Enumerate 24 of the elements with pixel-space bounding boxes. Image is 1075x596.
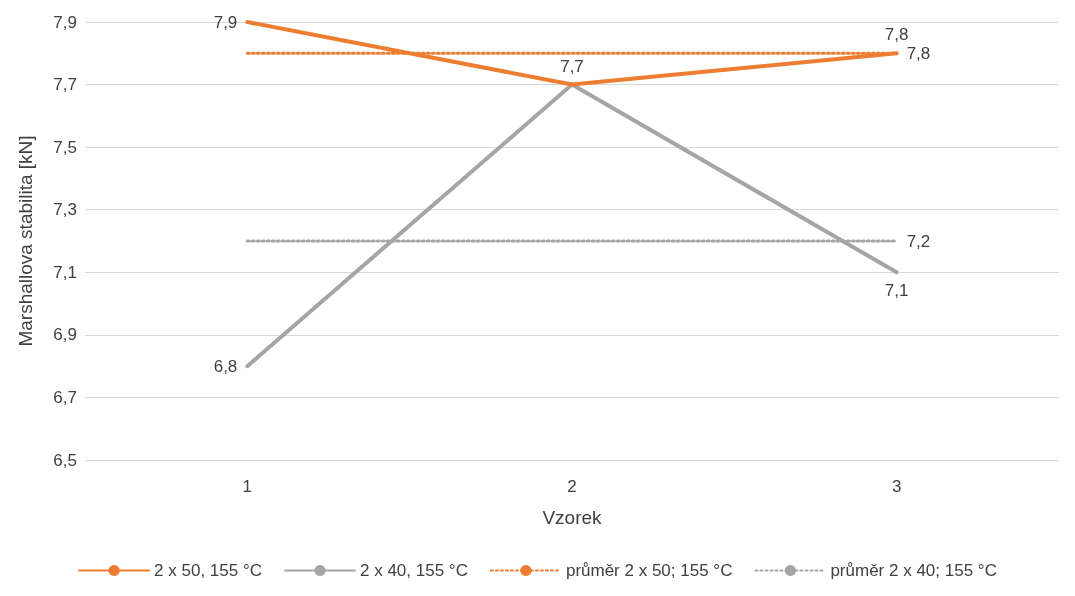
legend-label: průměr 2 x 50; 155 °C (565, 561, 733, 580)
y-axis-title: Marshallova stabilita [kN] (15, 135, 36, 347)
x-tick-label: 2 (567, 477, 577, 496)
y-tick-label: 6,5 (53, 450, 77, 470)
y-tick-label: 6,9 (53, 325, 77, 345)
x-axis-title: Vzorek (542, 507, 603, 528)
data-label: 7,8 (884, 25, 909, 45)
legend-label: 2 x 50, 155 °C (154, 561, 263, 580)
data-label: 6,8 (213, 356, 238, 376)
x-tick-label: 3 (891, 477, 902, 496)
data-label: 7,1 (884, 281, 909, 301)
y-tick-label: 7,5 (53, 137, 77, 157)
x-tick-label: 1 (242, 477, 253, 496)
y-tick-label: 6,7 (53, 387, 77, 407)
data-label: 7,2 (906, 231, 931, 251)
data-label: 7,7 (560, 56, 584, 76)
y-tick-label: 7,1 (53, 262, 77, 282)
data-label: 7,9 (213, 12, 238, 32)
y-tick-label: 7,7 (53, 75, 77, 95)
y-tick-label: 7,3 (53, 200, 77, 220)
y-tick-label: 7,9 (53, 12, 77, 32)
data-label: 7,8 (906, 43, 931, 63)
legend-label: 2 x 40, 155 °C (360, 561, 468, 580)
legend-label: průměr 2 x 40; 155 °C (830, 561, 997, 580)
